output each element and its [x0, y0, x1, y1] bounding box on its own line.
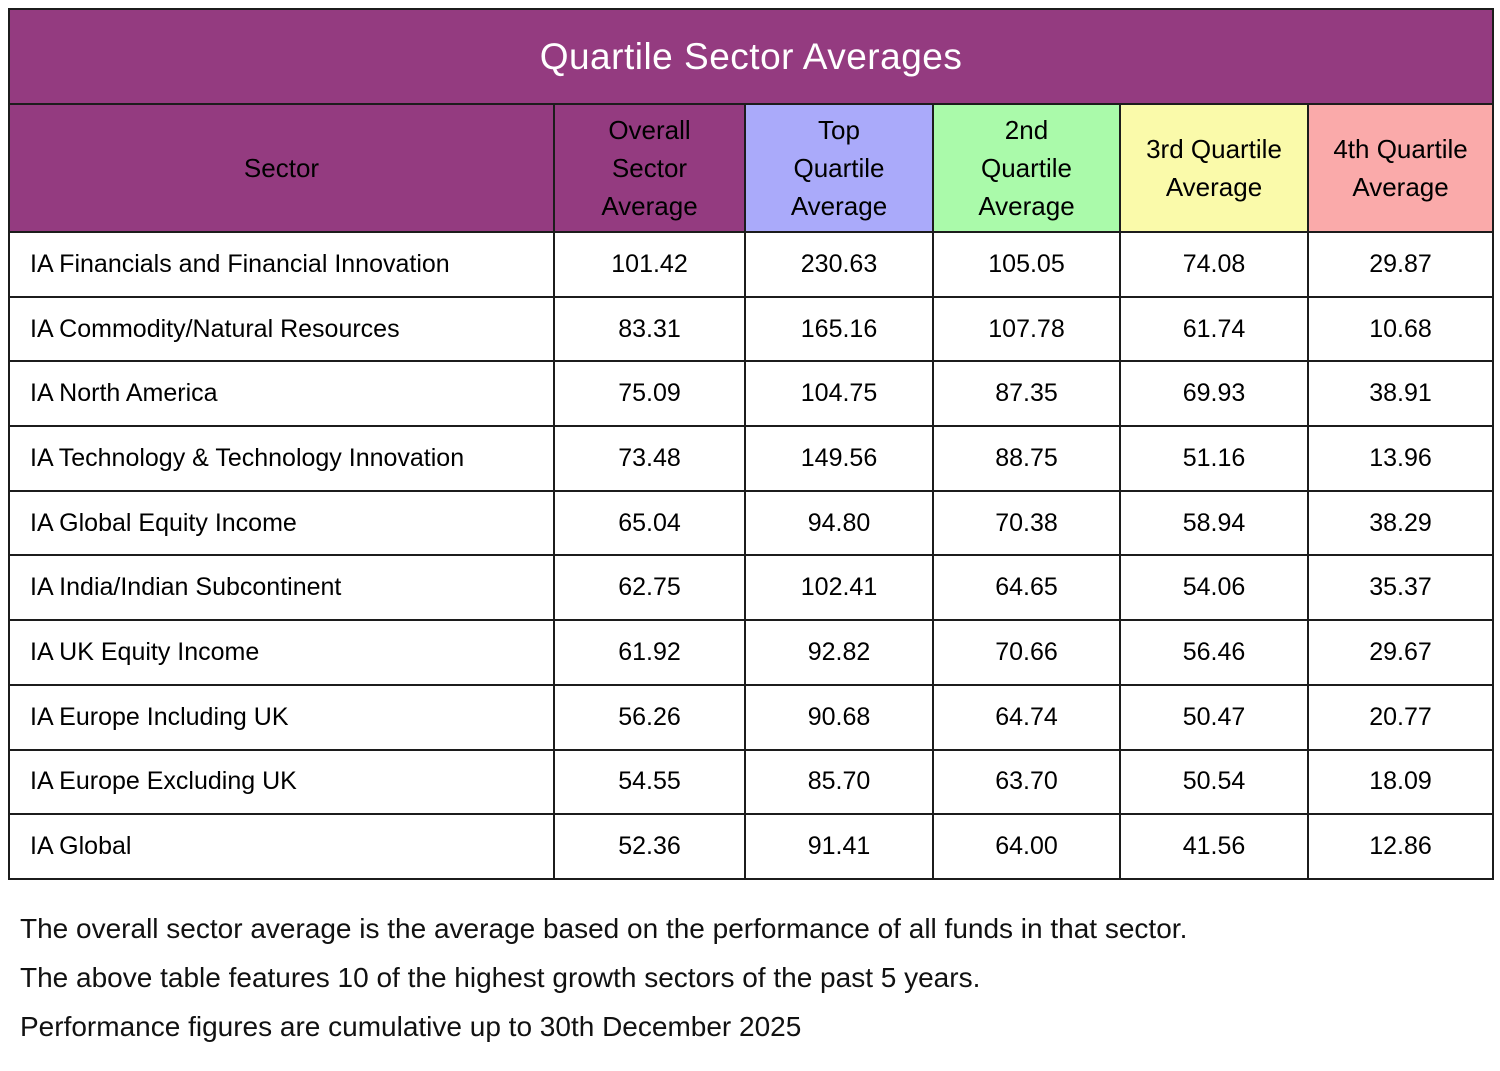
footnote-overall-average-definition: The overall sector average is the averag… — [20, 912, 1188, 944]
overall-average-value: 52.36 — [553, 813, 746, 880]
overall-average-value: 54.55 — [553, 748, 746, 816]
column-header-overall-average: Overall Sector Average — [553, 103, 746, 233]
table-row: IA Technology & Technology Innovation 73… — [8, 425, 1495, 492]
top-quartile-value: 102.41 — [744, 554, 934, 622]
3rd-quartile-value: 61.74 — [1119, 295, 1309, 363]
top-quartile-value: 230.63 — [744, 231, 934, 298]
sector-name: IA Europe Excluding UK — [8, 748, 555, 816]
sector-name: IA UK Equity Income — [8, 619, 555, 686]
sector-name: IA India/Indian Subcontinent — [8, 554, 555, 622]
3rd-quartile-value: 50.54 — [1119, 748, 1309, 816]
table-row: IA Global 52.36 91.41 64.00 41.56 12.86 — [8, 813, 1495, 880]
column-header-top-quartile-average: Top Quartile Average — [744, 103, 934, 233]
4th-quartile-value: 38.91 — [1306, 360, 1495, 428]
4th-quartile-value: 38.29 — [1306, 489, 1495, 557]
4th-quartile-value: 12.86 — [1306, 813, 1495, 880]
overall-average-value: 56.26 — [553, 683, 746, 751]
overall-average-value: 73.48 — [553, 425, 746, 492]
footnote-table-scope: The above table features 10 of the highe… — [20, 961, 981, 993]
4th-quartile-value: 35.37 — [1306, 554, 1495, 622]
sector-name: IA Global Equity Income — [8, 489, 555, 557]
top-quartile-value: 165.16 — [744, 295, 934, 363]
3rd-quartile-value: 56.46 — [1119, 619, 1309, 686]
top-quartile-value: 91.41 — [744, 813, 934, 880]
3rd-quartile-value: 74.08 — [1119, 231, 1309, 298]
table-row: IA North America 75.09 104.75 87.35 69.9… — [8, 360, 1495, 428]
top-quartile-value: 104.75 — [744, 360, 934, 428]
table-row: IA India/Indian Subcontinent 62.75 102.4… — [8, 554, 1495, 622]
overall-average-value: 61.92 — [553, 619, 746, 686]
4th-quartile-value: 18.09 — [1306, 748, 1495, 816]
overall-average-value: 62.75 — [553, 554, 746, 622]
2nd-quartile-value: 63.70 — [932, 748, 1121, 816]
quartile-sector-averages-table: Quartile Sector Averages Sector Overall … — [7, 8, 1495, 880]
footnotes: The overall sector average is the averag… — [8, 880, 1492, 1043]
2nd-quartile-value: 70.66 — [932, 619, 1121, 686]
top-quartile-value: 90.68 — [744, 683, 934, 751]
column-header-2nd-quartile-average: 2nd Quartile Average — [932, 103, 1121, 233]
column-header-sector: Sector — [8, 103, 555, 233]
4th-quartile-value: 29.87 — [1306, 231, 1495, 298]
2nd-quartile-value: 64.00 — [932, 813, 1121, 880]
sector-name: IA North America — [8, 360, 555, 428]
sector-name: IA Global — [8, 813, 555, 880]
3rd-quartile-value: 50.47 — [1119, 683, 1309, 751]
2nd-quartile-value: 64.65 — [932, 554, 1121, 622]
table-row: IA Global Equity Income 65.04 94.80 70.3… — [8, 489, 1495, 557]
overall-average-value: 65.04 — [553, 489, 746, 557]
3rd-quartile-value: 58.94 — [1119, 489, 1309, 557]
top-quartile-value: 92.82 — [744, 619, 934, 686]
4th-quartile-value: 10.68 — [1306, 295, 1495, 363]
2nd-quartile-value: 64.74 — [932, 683, 1121, 751]
sector-name: IA Commodity/Natural Resources — [8, 295, 555, 363]
table-row: IA Europe Excluding UK 54.55 85.70 63.70… — [8, 748, 1495, 816]
table-row: IA Europe Including UK 56.26 90.68 64.74… — [8, 683, 1495, 751]
4th-quartile-value: 13.96 — [1306, 425, 1495, 492]
top-quartile-value: 85.70 — [744, 748, 934, 816]
footnote-cumulative-date: Performance figures are cumulative up to… — [20, 1010, 802, 1042]
3rd-quartile-value: 69.93 — [1119, 360, 1309, 428]
column-header-3rd-quartile-average: 3rd Quartile Average — [1119, 103, 1309, 233]
table-row: IA Commodity/Natural Resources 83.31 165… — [8, 295, 1495, 363]
table-title: Quartile Sector Averages — [7, 8, 1495, 105]
2nd-quartile-value: 88.75 — [932, 425, 1121, 492]
table-row: IA UK Equity Income 61.92 92.82 70.66 56… — [8, 619, 1495, 686]
2nd-quartile-value: 107.78 — [932, 295, 1121, 363]
table-row: IA Financials and Financial Innovation 1… — [8, 231, 1495, 298]
overall-average-value: 101.42 — [553, 231, 746, 298]
overall-average-value: 75.09 — [553, 360, 746, 428]
2nd-quartile-value: 87.35 — [932, 360, 1121, 428]
overall-average-value: 83.31 — [553, 295, 746, 363]
2nd-quartile-value: 105.05 — [932, 231, 1121, 298]
column-header-row: Sector Overall Sector Average Top Quarti… — [8, 103, 1495, 233]
2nd-quartile-value: 70.38 — [932, 489, 1121, 557]
sector-name: IA Europe Including UK — [8, 683, 555, 751]
top-quartile-value: 149.56 — [744, 425, 934, 492]
4th-quartile-value: 20.77 — [1306, 683, 1495, 751]
3rd-quartile-value: 51.16 — [1119, 425, 1309, 492]
column-header-4th-quartile-average: 4th Quartile Average — [1306, 103, 1495, 233]
top-quartile-value: 94.80 — [744, 489, 934, 557]
sector-name: IA Technology & Technology Innovation — [8, 425, 555, 492]
3rd-quartile-value: 41.56 — [1119, 813, 1309, 880]
sector-name: IA Financials and Financial Innovation — [8, 231, 555, 298]
title-row: Quartile Sector Averages — [7, 8, 1495, 105]
3rd-quartile-value: 54.06 — [1119, 554, 1309, 622]
4th-quartile-value: 29.67 — [1306, 619, 1495, 686]
